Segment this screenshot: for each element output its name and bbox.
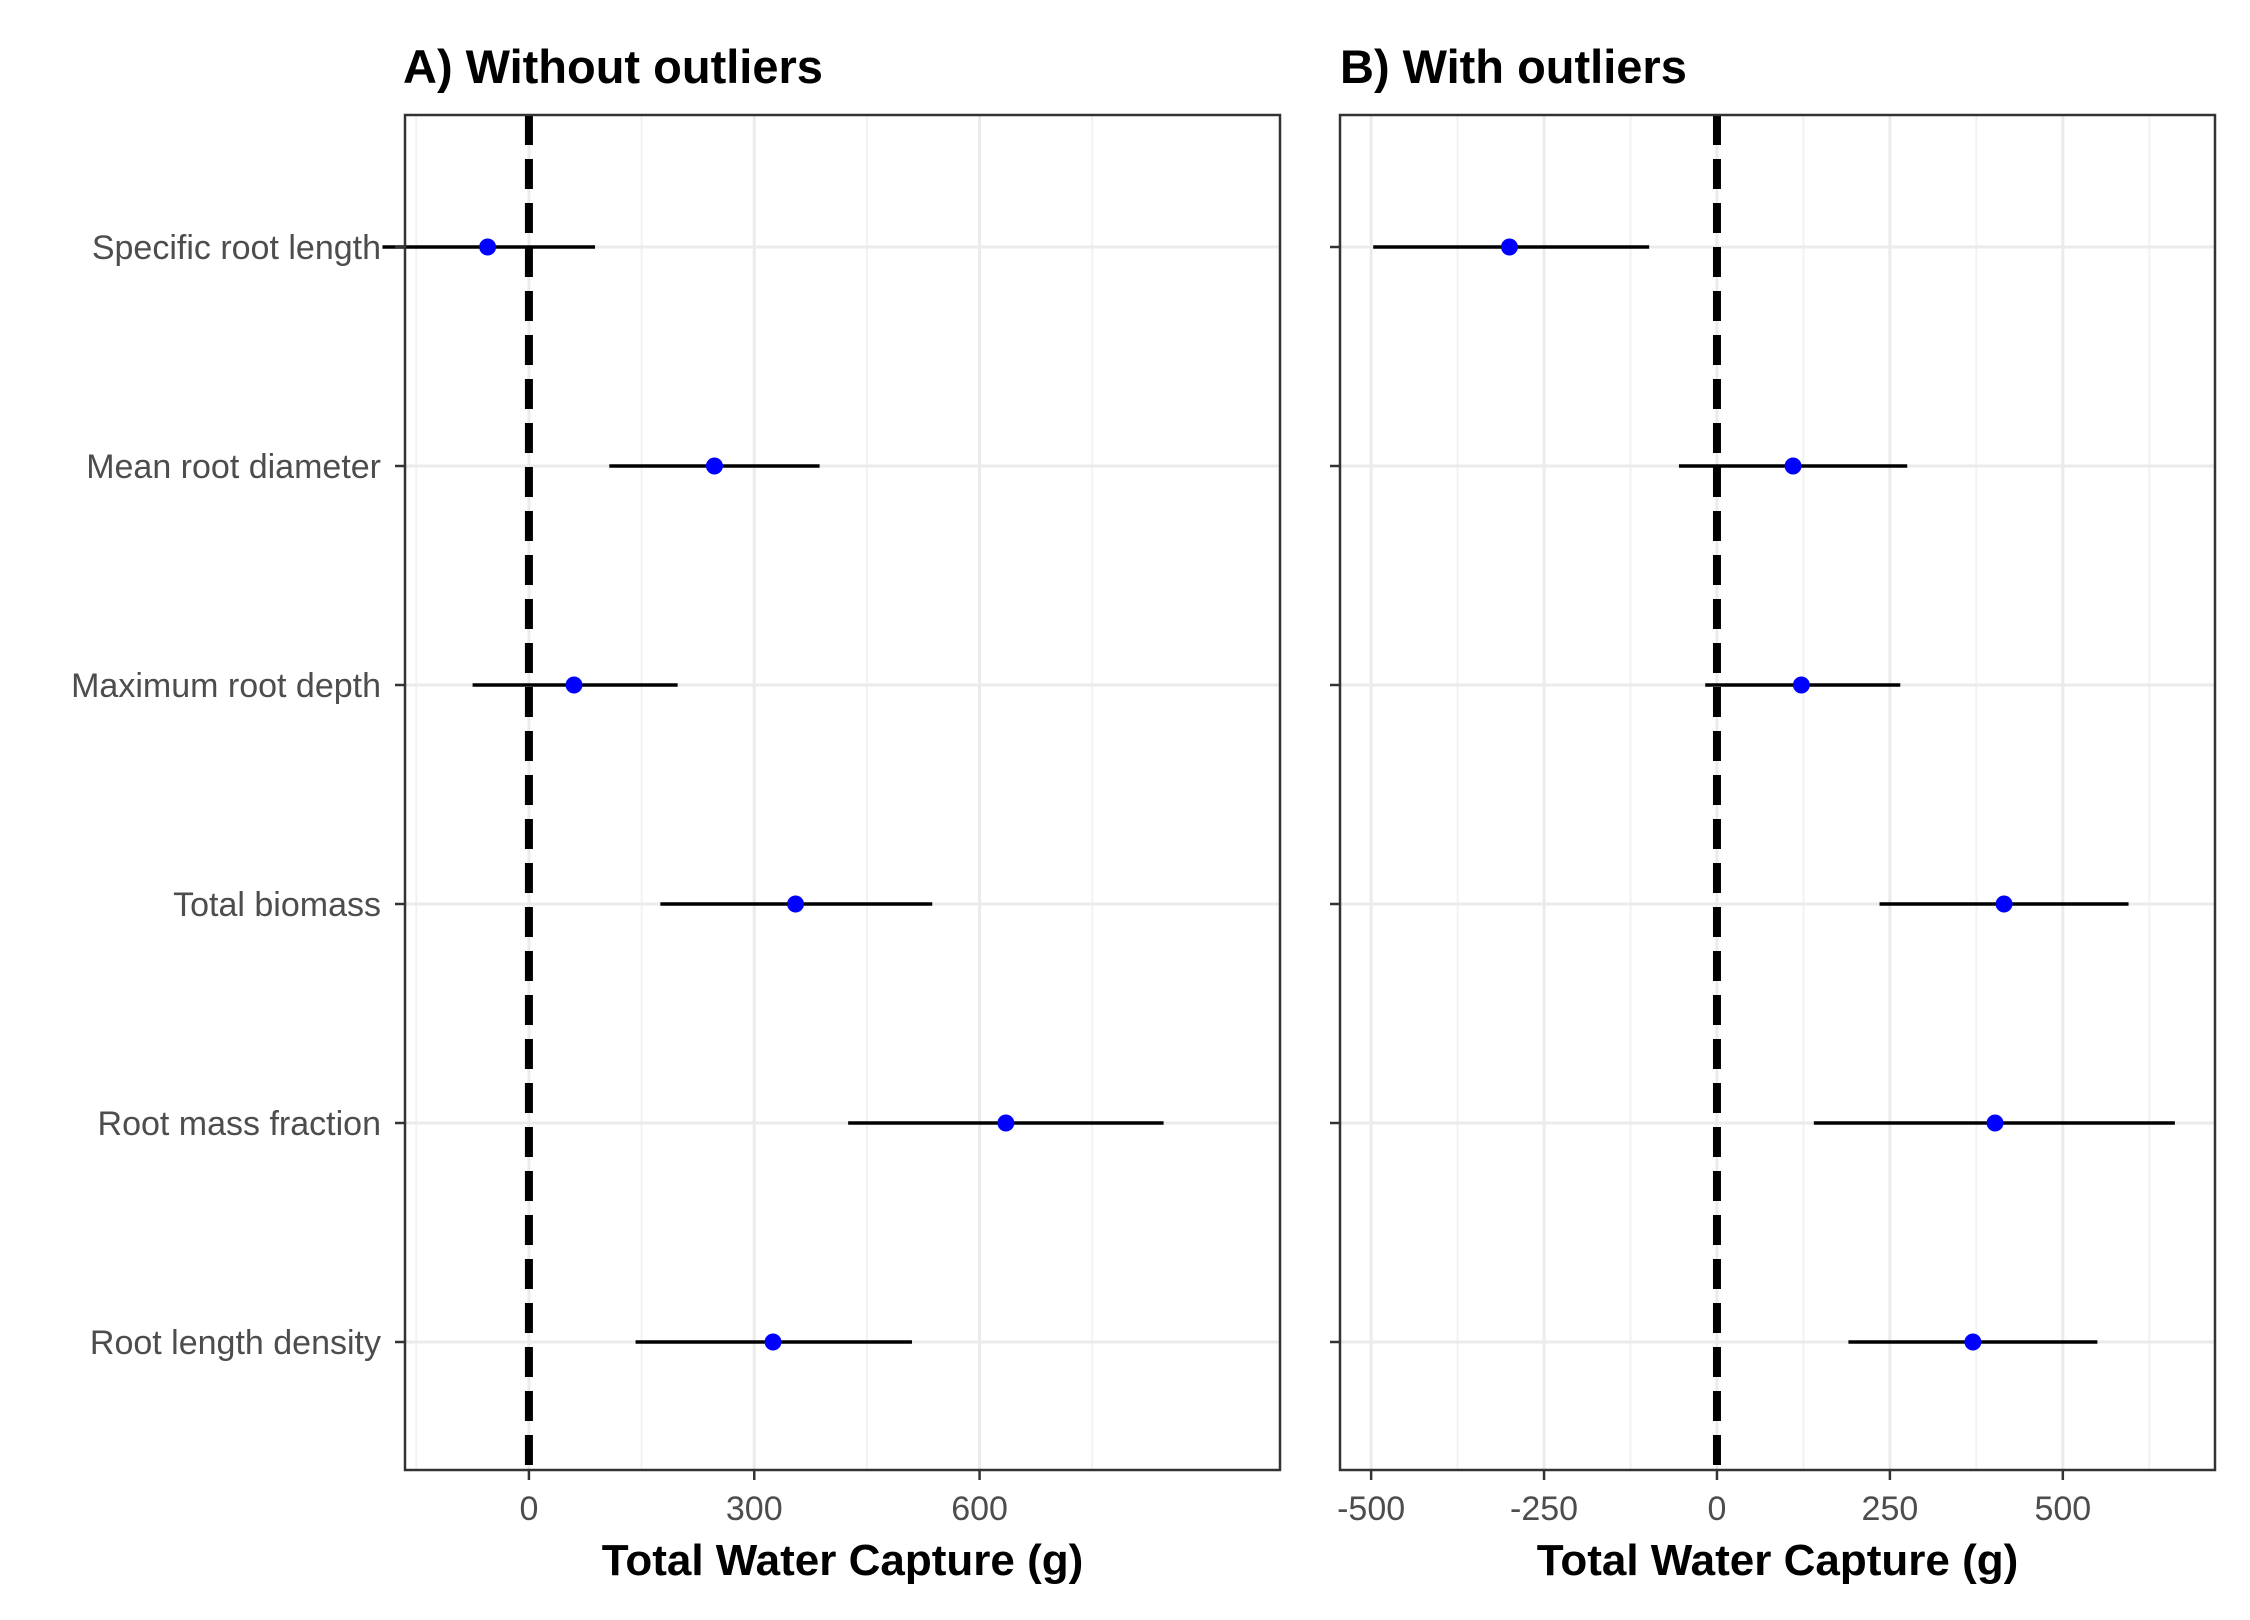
category-label: Mean root diameter — [86, 448, 381, 486]
panel-border — [1338, 113, 2217, 1472]
x-tick-label: 600 — [951, 1490, 1008, 1528]
x-tick-label: 0 — [1708, 1490, 1727, 1528]
panel-title: B) With outliers — [1340, 40, 1687, 93]
panel-background — [405, 115, 1280, 1470]
data-point — [1986, 1114, 2004, 1132]
x-axis-title: Total Water Capture (g) — [1537, 1536, 2019, 1585]
x-tick-label: 250 — [1862, 1490, 1919, 1528]
x-tick-label: 0 — [519, 1490, 538, 1528]
data-point — [1964, 1333, 1982, 1351]
x-tick-label: 300 — [726, 1490, 783, 1528]
category-label: Root length density — [90, 1324, 381, 1362]
category-label: Total biomass — [173, 886, 381, 924]
data-point — [705, 457, 723, 475]
panel-title: A) Without outliers — [403, 40, 823, 93]
data-point — [1792, 676, 1810, 694]
panel-b: -500 -250 0 250 500 B) With outliers Total Wat… — [1330, 40, 2217, 1585]
data-point — [1500, 238, 1518, 256]
x-tick-label: -500 — [1337, 1490, 1405, 1528]
x-tick-label: -250 — [1510, 1490, 1578, 1528]
data-point — [787, 895, 805, 913]
panel-border — [403, 113, 1282, 1472]
data-point — [1784, 457, 1802, 475]
category-label: Root mass fraction — [98, 1105, 381, 1143]
data-point — [565, 676, 583, 694]
data-point — [1995, 895, 2013, 913]
x-tick-label: 500 — [2034, 1490, 2091, 1528]
category-label: Maximum root depth — [71, 667, 381, 705]
x-axis-title: Total Water Capture (g) — [602, 1536, 1084, 1585]
category-label: Specific root length — [92, 229, 381, 267]
panel-background — [1340, 115, 2215, 1470]
panel-a: Specific root length Mean root diameter Ma… — [71, 40, 1282, 1585]
data-point — [764, 1333, 782, 1351]
data-point — [997, 1114, 1015, 1132]
data-point — [479, 238, 497, 256]
